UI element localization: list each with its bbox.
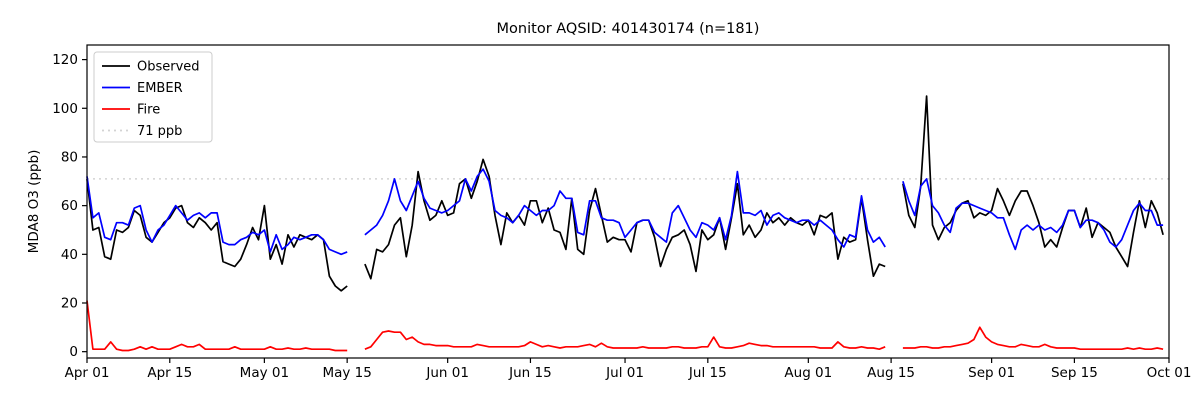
series-ember-line: [902, 178, 1164, 251]
plot-area: [87, 45, 1169, 358]
legend-box: [93, 51, 213, 143]
legend-label-71-ppb: 71 ppb: [137, 124, 182, 139]
legend-label-ember: EMBER: [137, 81, 183, 96]
legend-label-observed: Observed: [137, 60, 200, 75]
y-tick-label: 60: [61, 198, 78, 214]
x-tick-label: Aug 15: [867, 365, 915, 381]
x-tick-label: Oct 01: [1147, 365, 1192, 381]
x-tick-label: Jun 01: [425, 365, 469, 381]
y-tick-label: 120: [52, 52, 78, 68]
x-tick-label: Apr 15: [147, 365, 192, 381]
series-observed-line: [902, 95, 1164, 268]
axes-border: [86, 44, 1170, 359]
y-tick-label: 80: [61, 149, 78, 165]
x-tick-label: Sep 15: [1051, 365, 1098, 381]
x-tick-label: Apr 01: [65, 365, 110, 381]
x-tick-label: Jun 15: [508, 365, 552, 381]
y-tick-label: 100: [52, 101, 78, 117]
x-tick-label: Sep 01: [968, 365, 1015, 381]
x-tick-label: May 01: [240, 365, 289, 381]
chart-title: Monitor AQSID: 401430174 (n=181): [497, 21, 760, 37]
legend-label-fire: Fire: [137, 103, 160, 118]
series-fire-line: [86, 300, 348, 352]
x-tick-label: Aug 01: [784, 365, 832, 381]
series-ember-line: [86, 176, 348, 256]
x-tick-label: Jul 15: [688, 365, 727, 381]
series-fire-line: [902, 326, 1164, 351]
y-axis-label: MDA8 O3 (ppb): [26, 150, 42, 254]
y-tick-label: 40: [61, 247, 78, 263]
series-observed-line: [364, 158, 886, 280]
x-tick-label: May 15: [322, 365, 371, 381]
y-tick-label: 20: [61, 295, 78, 311]
series-ember-line: [364, 168, 886, 248]
y-tick-label: 0: [69, 344, 78, 360]
x-tick-label: Jul 01: [605, 365, 644, 381]
series-fire-line: [364, 330, 886, 351]
